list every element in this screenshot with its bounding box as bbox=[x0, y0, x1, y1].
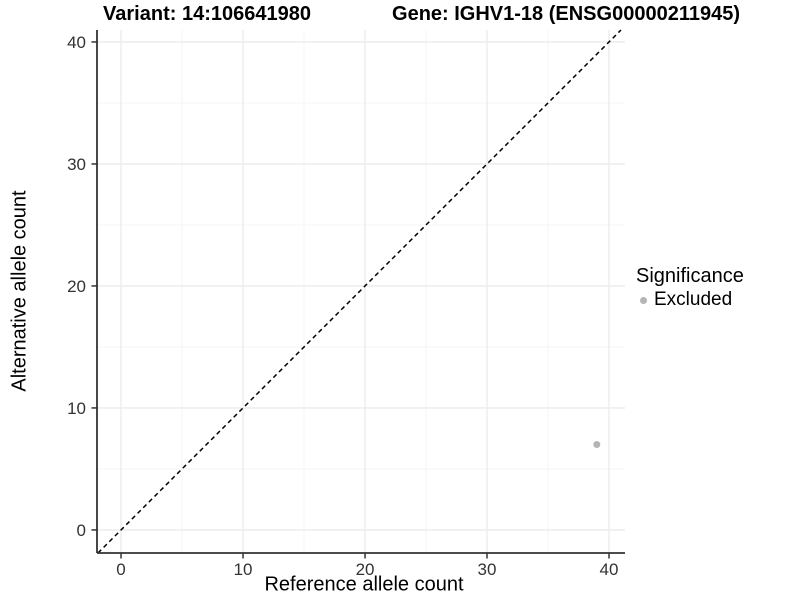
identity-reference-line bbox=[97, 29, 622, 554]
legend-item-excluded: Excluded bbox=[636, 289, 744, 311]
y-tick-label: 0 bbox=[77, 521, 86, 540]
x-tick-label: 20 bbox=[356, 560, 375, 579]
plot-title-gene: Gene: IGHV1-18 (ENSG00000211945) bbox=[392, 3, 740, 25]
x-tick-label: 0 bbox=[116, 560, 125, 579]
x-tick-label: 10 bbox=[234, 560, 253, 579]
legend: Significance Excluded bbox=[636, 265, 744, 311]
y-tick-label: 20 bbox=[67, 277, 86, 296]
legend-key-circle-icon bbox=[640, 296, 647, 304]
x-axis-label: Reference allele count bbox=[264, 573, 464, 596]
legend-item-label: Excluded bbox=[654, 289, 733, 310]
plot-title-variant: Variant: 14:106641980 bbox=[103, 3, 311, 25]
x-tick-label: 40 bbox=[600, 560, 619, 579]
y-tick-label: 40 bbox=[67, 33, 86, 52]
data-point bbox=[593, 441, 601, 449]
legend-title: Significance bbox=[636, 265, 744, 287]
y-axis-label: Alternative allele count bbox=[8, 190, 31, 392]
y-tick-label: 10 bbox=[67, 399, 86, 418]
x-tick-label: 30 bbox=[478, 560, 497, 579]
y-tick-label: 30 bbox=[67, 155, 86, 174]
